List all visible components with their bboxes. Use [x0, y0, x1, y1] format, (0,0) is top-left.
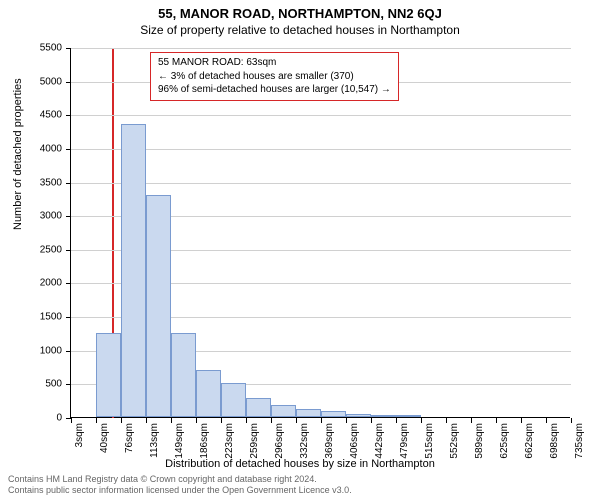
x-tick-mark [271, 418, 272, 423]
x-tick-label: 515sqm [424, 423, 435, 459]
y-tick-label: 4500 [22, 110, 62, 121]
x-tick-label: 662sqm [524, 423, 535, 459]
info-line-3: 96% of semi-detached houses are larger (… [158, 83, 391, 97]
x-tick-mark [146, 418, 147, 423]
x-tick-label: 3sqm [74, 423, 85, 447]
y-tick-mark [66, 115, 71, 116]
x-tick-label: 113sqm [149, 423, 160, 458]
histogram-bar [296, 409, 321, 417]
info-line-2: ← 3% of detached houses are smaller (370… [158, 70, 391, 84]
x-tick-mark [421, 418, 422, 423]
x-tick-mark [71, 418, 72, 423]
x-tick-mark [496, 418, 497, 423]
y-gridline [71, 48, 571, 49]
x-tick-label: 186sqm [199, 423, 210, 459]
x-tick-mark [321, 418, 322, 423]
y-tick-label: 1500 [22, 312, 62, 323]
page-title: 55, MANOR ROAD, NORTHAMPTON, NN2 6QJ [0, 0, 600, 21]
y-tick-label: 3500 [22, 177, 62, 188]
y-tick-mark [66, 183, 71, 184]
histogram-bar [171, 333, 196, 417]
x-tick-label: 735sqm [574, 423, 585, 459]
x-tick-mark [96, 418, 97, 423]
info-line-1: 55 MANOR ROAD: 63sqm [158, 56, 391, 70]
x-tick-mark [521, 418, 522, 423]
x-tick-mark [371, 418, 372, 423]
plot-area: 3sqm40sqm76sqm113sqm149sqm186sqm223sqm25… [70, 48, 570, 418]
x-tick-label: 332sqm [299, 423, 310, 459]
footer-line-1: Contains HM Land Registry data © Crown c… [8, 474, 352, 485]
y-tick-mark [66, 283, 71, 284]
y-tick-mark [66, 216, 71, 217]
x-tick-label: 40sqm [99, 423, 110, 453]
y-gridline [71, 149, 571, 150]
histogram-bar [221, 383, 246, 417]
chart-area: 55 MANOR ROAD: 63sqm ← 3% of detached ho… [70, 48, 570, 418]
x-tick-label: 149sqm [174, 423, 185, 459]
histogram-bar [196, 370, 221, 417]
x-tick-mark [221, 418, 222, 423]
page-subtitle: Size of property relative to detached ho… [0, 21, 600, 37]
x-tick-mark [446, 418, 447, 423]
x-tick-label: 442sqm [374, 423, 385, 459]
y-tick-label: 2000 [22, 278, 62, 289]
y-tick-label: 1000 [22, 345, 62, 356]
x-tick-mark [571, 418, 572, 423]
y-tick-label: 5000 [22, 76, 62, 87]
x-tick-mark [296, 418, 297, 423]
x-tick-label: 223sqm [224, 423, 235, 459]
histogram-bar [321, 411, 346, 417]
x-tick-label: 479sqm [399, 423, 410, 459]
x-tick-mark [546, 418, 547, 423]
x-tick-label: 552sqm [449, 423, 460, 459]
y-tick-mark [66, 250, 71, 251]
y-gridline [71, 115, 571, 116]
histogram-bar [121, 124, 146, 417]
x-tick-mark [346, 418, 347, 423]
x-tick-label: 589sqm [474, 423, 485, 459]
y-tick-label: 2500 [22, 244, 62, 255]
x-tick-mark [196, 418, 197, 423]
x-tick-mark [396, 418, 397, 423]
x-tick-label: 698sqm [549, 423, 560, 459]
y-tick-label: 500 [22, 379, 62, 390]
y-tick-mark [66, 384, 71, 385]
x-tick-mark [246, 418, 247, 423]
x-axis-label: Distribution of detached houses by size … [0, 458, 600, 470]
info-box: 55 MANOR ROAD: 63sqm ← 3% of detached ho… [150, 52, 399, 101]
histogram-bar [346, 414, 371, 417]
y-tick-mark [66, 82, 71, 83]
x-tick-label: 259sqm [249, 423, 260, 459]
histogram-bar [371, 415, 396, 417]
footer-line-2: Contains public sector information licen… [8, 485, 352, 496]
x-tick-label: 76sqm [124, 423, 135, 453]
y-tick-label: 3000 [22, 211, 62, 222]
x-tick-label: 296sqm [274, 423, 285, 459]
x-tick-label: 406sqm [349, 423, 360, 459]
x-tick-label: 369sqm [324, 423, 335, 459]
y-tick-mark [66, 48, 71, 49]
x-tick-mark [121, 418, 122, 423]
y-tick-mark [66, 351, 71, 352]
x-tick-mark [471, 418, 472, 423]
histogram-bar [396, 415, 421, 417]
x-tick-label: 625sqm [499, 423, 510, 459]
histogram-bar [96, 333, 121, 417]
y-tick-mark [66, 149, 71, 150]
y-tick-label: 0 [22, 413, 62, 424]
y-tick-label: 4000 [22, 143, 62, 154]
footer-attribution: Contains HM Land Registry data © Crown c… [8, 474, 352, 496]
histogram-bar [271, 405, 296, 417]
histogram-bar [246, 398, 271, 417]
y-gridline [71, 183, 571, 184]
histogram-bar [146, 195, 171, 417]
y-tick-label: 5500 [22, 43, 62, 54]
y-tick-mark [66, 317, 71, 318]
x-tick-mark [171, 418, 172, 423]
